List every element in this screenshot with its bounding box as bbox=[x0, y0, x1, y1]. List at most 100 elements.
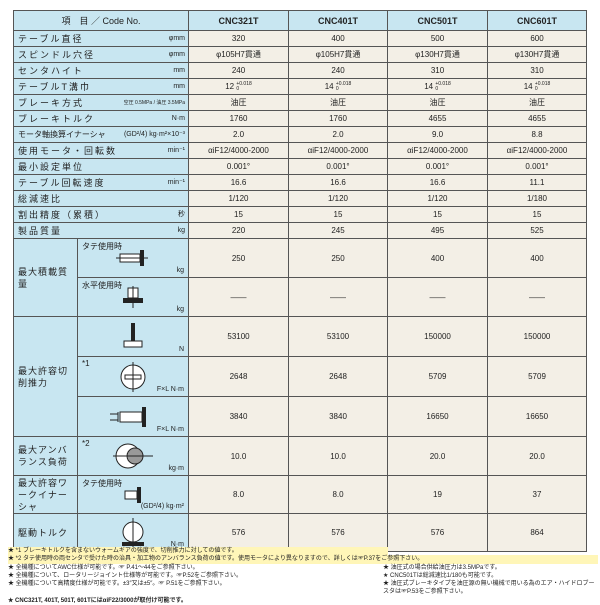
footnote: ★ *2 タテ使用時の両センタで受けた時の治具・加工物のアンバランス負荷の値です… bbox=[8, 555, 598, 564]
value-cell: 245 bbox=[288, 222, 388, 239]
group-label: 最大許容切削推力 bbox=[13, 316, 78, 437]
item-header: 項 目 ／ Code No. bbox=[13, 10, 189, 31]
spec-row: テーブル回転速度 min⁻¹ 16.6 16.6 16.6 11.1 bbox=[13, 174, 587, 191]
sub-label: *1 bbox=[82, 359, 90, 368]
sub-label: *2 bbox=[82, 439, 90, 448]
value-cell: 15 bbox=[188, 206, 289, 223]
spec-row: テーブルT溝巾 mm 12 +0.018 0 14 +0.018 0 14 +0.018 0 1… bbox=[13, 78, 587, 95]
value-cell: 0.001° bbox=[387, 158, 488, 175]
model-header: CNC401T bbox=[288, 10, 388, 31]
footnote: ★ 全機種について、ロータリージョイント仕様等が可能です。☞P.52をご参照下さ… bbox=[8, 572, 243, 579]
unit: F×L N·m bbox=[156, 386, 184, 393]
unit: kg bbox=[176, 306, 184, 313]
unit: kg bbox=[177, 226, 185, 234]
value-cell: 0.001° bbox=[487, 158, 587, 175]
value-cell: 500 bbox=[387, 30, 488, 47]
value-cell: 11.1 bbox=[487, 174, 587, 191]
unit: N·m bbox=[170, 541, 184, 548]
load-row: 最大積載質量 タテ使用時 kg 250 250 400 400 bbox=[13, 238, 587, 317]
value-cell: αiF12/4000-2000 bbox=[487, 142, 587, 159]
value-cell: φ130H7貫通 bbox=[487, 46, 587, 63]
value-cell: 1760 bbox=[288, 110, 388, 127]
value-cell: 15 bbox=[288, 206, 388, 223]
sub-label: タテ使用時 bbox=[82, 479, 122, 488]
value-base: 14 bbox=[424, 81, 434, 91]
group-label: 最大アンバランス負荷 bbox=[13, 436, 78, 476]
value-cell: 150000 bbox=[487, 316, 587, 357]
value-cell: 400 bbox=[288, 30, 388, 47]
spec-row: ブレーキトルク N·m 1760 1760 4655 4655 bbox=[13, 110, 587, 127]
tolerance: +0.018 0 bbox=[236, 81, 251, 92]
footnote: ★ *1 ブレーキトルクを含まないウォームギアの強度で、切削推力に対しての値です… bbox=[8, 547, 388, 556]
diagram-cell: N·m bbox=[77, 513, 189, 552]
row-label: テーブルT溝巾 mm bbox=[13, 78, 189, 95]
value-cell: 220 bbox=[188, 222, 289, 239]
value-cell: 320 bbox=[188, 30, 289, 47]
value-cell: 576 bbox=[188, 513, 289, 552]
value-cell: 310 bbox=[487, 62, 587, 79]
value-cell: 400 bbox=[487, 238, 587, 278]
value-cell: 576 bbox=[387, 513, 488, 552]
tol-upper: +0.018 bbox=[435, 80, 451, 87]
value-cell: 9.0 bbox=[387, 126, 488, 143]
label-text: モータ軸換算イナーシャ bbox=[18, 129, 106, 139]
label-text: テーブル回転速度 bbox=[18, 177, 106, 188]
value-cell: 0.001° bbox=[188, 158, 289, 175]
row-label: モータ軸換算イナーシャ (GD²/4) kg·m²×10⁻³ bbox=[13, 126, 189, 143]
value-cell: 525 bbox=[487, 222, 587, 239]
label-text: センタハイト bbox=[18, 65, 84, 76]
label-text: ブレーキ方式 bbox=[18, 97, 85, 108]
tol-lower: 0 bbox=[435, 85, 439, 92]
spec-row: 製品質量 kg 220 245 495 525 bbox=[13, 222, 587, 239]
tolerance: +0.018 0 bbox=[534, 80, 551, 92]
unit: min⁻¹ bbox=[167, 178, 185, 186]
diagram-cell: タテ使用時 kg bbox=[77, 238, 189, 278]
unit: 空圧 0.5MPa / 油圧 3.5MPa bbox=[123, 99, 185, 106]
unit: N·m bbox=[171, 114, 185, 122]
value-cell: αiF12/4000-2000 bbox=[387, 142, 488, 159]
value-cell: 3840 bbox=[288, 396, 388, 437]
unit: φmm bbox=[168, 50, 185, 58]
value-cell: 2.0 bbox=[188, 126, 289, 143]
value-cell: 油圧 bbox=[487, 94, 587, 111]
value-base: 12 bbox=[225, 81, 235, 91]
spec-row: ブレーキ方式 空圧 0.5MPa / 油圧 3.5MPa 油圧 油圧 油圧 油圧 bbox=[13, 94, 587, 111]
value-cell: 5709 bbox=[487, 356, 587, 397]
value-cell: φ105H7貫通 bbox=[188, 46, 289, 63]
value-cell: 53100 bbox=[188, 316, 289, 357]
value-cell: 14 +0.018 0 bbox=[288, 78, 388, 95]
label-text: 使用モータ・回転数 bbox=[18, 145, 118, 156]
value-cell: 10.0 bbox=[188, 436, 289, 476]
tol-upper: +0.018 bbox=[534, 80, 551, 87]
unit: F×L N·m bbox=[156, 426, 184, 433]
footnote: ★ 全機種についてAWC仕様が可能です。☞ P.41～44をご参照下さい。 bbox=[8, 564, 199, 571]
row-label: ブレーキ方式 空圧 0.5MPa / 油圧 3.5MPa bbox=[13, 94, 189, 111]
unit: N bbox=[178, 346, 184, 353]
footnote: ★ 油圧式ブレーキタイプを油圧源の無い機械で用いる為のエア・ハイドロブースタは☞… bbox=[383, 581, 595, 596]
value-cell: 4655 bbox=[387, 110, 488, 127]
tol-upper: +0.018 bbox=[335, 80, 352, 87]
unit: mm bbox=[173, 66, 185, 74]
value-cell: 12 +0.018 0 bbox=[188, 78, 289, 95]
value-cell: 16650 bbox=[487, 396, 587, 437]
thrust-row: F×L N·m 3840 3840 16650 16650 bbox=[14, 396, 587, 437]
unit: (GD²/4) kg·m² bbox=[140, 503, 184, 510]
value-cell: 15 bbox=[387, 206, 488, 223]
footnote: ★ 油圧式の場合供給油圧力は3.5MPaです。 bbox=[383, 564, 501, 571]
diagram-cell: 水平使用時 kg bbox=[77, 277, 189, 317]
row-label: センタハイト mm bbox=[13, 62, 189, 79]
label-text: 製品質量 bbox=[18, 225, 63, 236]
value-cell: 油圧 bbox=[288, 94, 388, 111]
value-cell: 14 +0.018 0 bbox=[387, 78, 488, 95]
value-cell: αiF12/4000-2000 bbox=[288, 142, 388, 159]
value-cell: 495 bbox=[387, 222, 488, 239]
row-label: 最小設定単位 bbox=[13, 158, 189, 175]
value-cell: φ105H7貫通 bbox=[288, 46, 388, 63]
row-label: ブレーキトルク N·m bbox=[13, 110, 189, 127]
model-header: CNC501T bbox=[387, 10, 488, 31]
row-label: 使用モータ・回転数 min⁻¹ bbox=[13, 142, 189, 159]
value-cell: 10.0 bbox=[288, 436, 388, 476]
value-cell: φ130H7貫通 bbox=[387, 46, 488, 63]
value-cell: 1760 bbox=[188, 110, 289, 127]
value-cell: 8.0 bbox=[188, 475, 289, 514]
